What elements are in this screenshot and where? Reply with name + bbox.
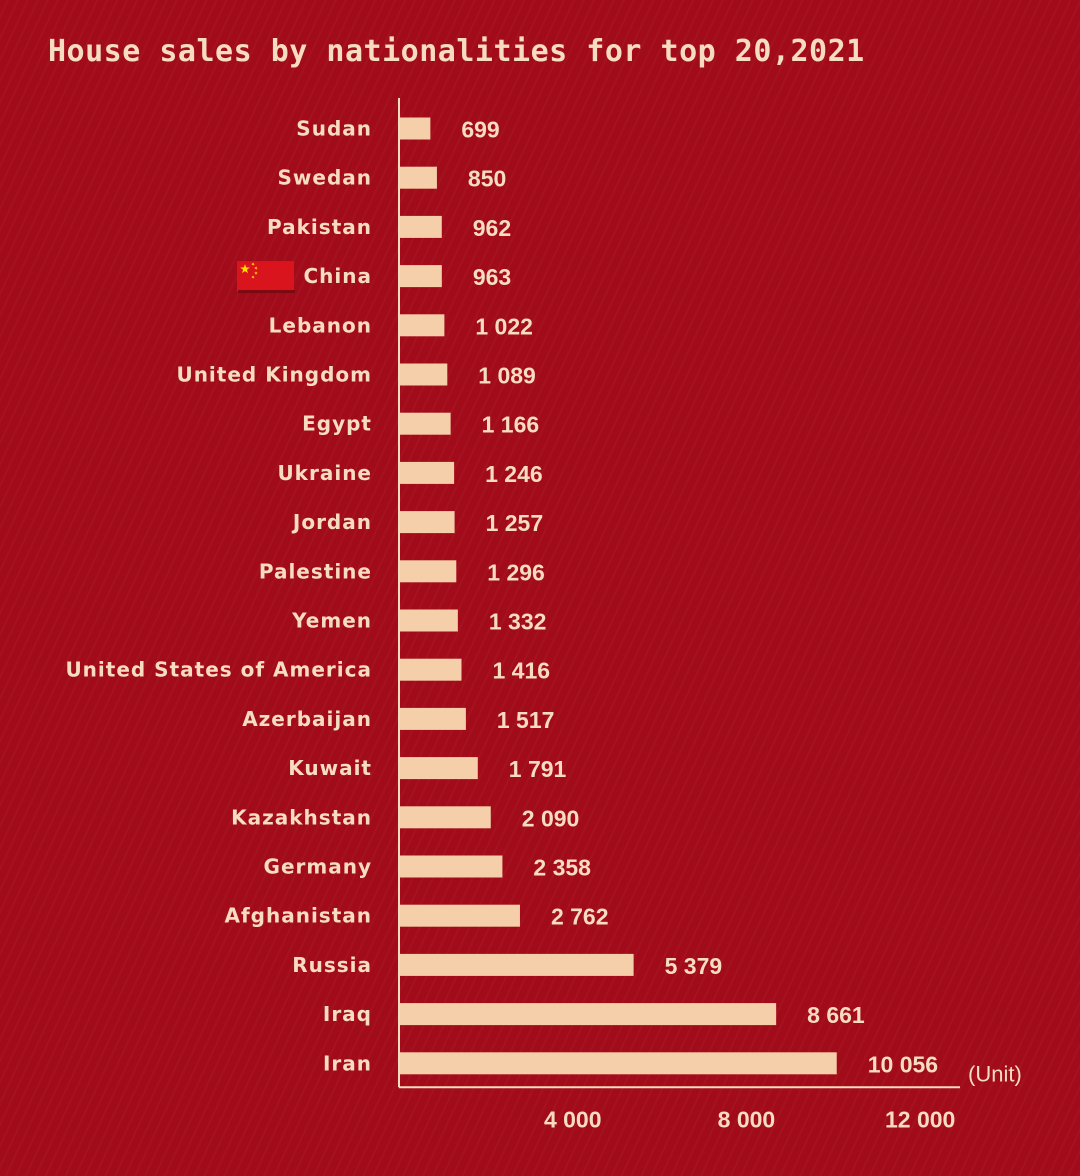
bar xyxy=(400,855,503,878)
value-label: 963 xyxy=(473,264,511,290)
bar xyxy=(400,904,520,927)
bar xyxy=(400,117,431,140)
category-label: Pakistan xyxy=(267,215,372,239)
chart-title: House sales by nationalities for top 20,… xyxy=(48,34,865,69)
value-label: 1 246 xyxy=(485,461,543,487)
bar xyxy=(400,609,458,632)
value-label: 1 517 xyxy=(497,707,555,733)
category-label: Azerbaijan xyxy=(242,707,372,731)
bar xyxy=(400,461,455,484)
value-label: 699 xyxy=(461,117,499,143)
value-label: 962 xyxy=(473,215,511,241)
category-label: Palestine xyxy=(259,559,372,583)
value-label: 1 089 xyxy=(478,363,536,389)
category-label: United States of America xyxy=(65,658,372,682)
bar xyxy=(400,707,466,730)
category-label: Kazakhstan xyxy=(231,805,372,829)
value-label: 1 022 xyxy=(475,313,533,339)
bar xyxy=(400,757,478,780)
category-label: Sudan xyxy=(296,117,372,141)
bar xyxy=(400,166,437,189)
value-label: 2 090 xyxy=(522,805,580,831)
bar xyxy=(400,412,451,435)
bar xyxy=(400,314,445,337)
bar xyxy=(400,1052,837,1075)
value-label: 850 xyxy=(468,166,506,192)
category-label: Germany xyxy=(264,855,372,879)
bar xyxy=(400,1003,777,1026)
bar xyxy=(400,363,448,386)
value-label: 1 296 xyxy=(487,559,545,585)
value-label: 1 257 xyxy=(486,510,544,536)
bar xyxy=(400,265,442,288)
category-label: Yemen xyxy=(291,609,372,633)
bar xyxy=(400,658,462,681)
value-label: 8 661 xyxy=(807,1002,865,1028)
category-label: Lebanon xyxy=(269,313,372,337)
category-label: Ukraine xyxy=(277,461,372,485)
value-label: 1 166 xyxy=(482,412,540,438)
category-label: Afghanistan xyxy=(224,904,372,928)
china-flag-icon xyxy=(237,261,295,294)
value-label: 1 332 xyxy=(489,609,547,635)
bar xyxy=(400,560,457,583)
x-tick-label: 4 000 xyxy=(544,1106,602,1132)
category-label: Jordan xyxy=(291,510,372,534)
category-label: United Kingdom xyxy=(176,363,372,387)
category-label: China xyxy=(303,264,372,288)
value-label: 2 358 xyxy=(533,855,591,881)
value-label: 1 791 xyxy=(509,756,567,782)
bar xyxy=(400,511,455,534)
category-label: Russia xyxy=(292,953,372,977)
category-label: Egypt xyxy=(302,412,372,436)
category-label: Iran xyxy=(323,1051,372,1075)
category-label: Iraq xyxy=(323,1002,372,1026)
value-label: 5 379 xyxy=(665,953,723,979)
x-tick-label: 12 000 xyxy=(885,1106,955,1132)
x-axis-unit-label: (Unit) xyxy=(968,1061,1022,1086)
category-label: Swedan xyxy=(278,166,373,190)
category-label: Kuwait xyxy=(288,756,372,780)
bar xyxy=(400,215,442,238)
bar xyxy=(400,806,491,829)
bar xyxy=(400,953,634,976)
value-label: 2 762 xyxy=(551,904,609,930)
value-label: 10 056 xyxy=(868,1051,938,1077)
x-tick-label: 8 000 xyxy=(718,1106,776,1132)
value-label: 1 416 xyxy=(492,658,550,684)
